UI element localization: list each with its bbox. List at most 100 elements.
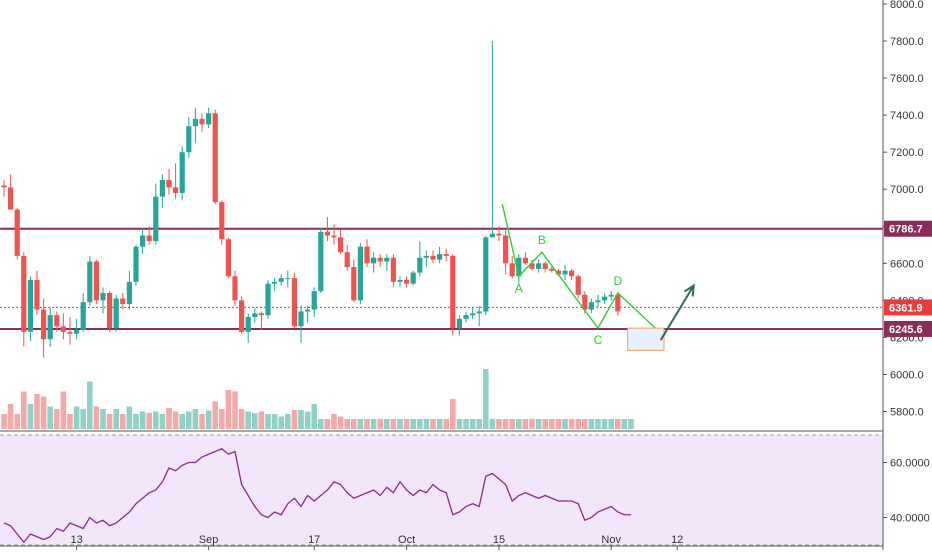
- volume-bar: [370, 419, 377, 429]
- pattern-label: D: [613, 274, 622, 288]
- rsi-line-layer: [3, 447, 631, 544]
- candle-body: [192, 118, 198, 127]
- rsi-panel: [0, 430, 883, 546]
- forecast-arrow: [659, 285, 695, 341]
- candle-body: [41, 309, 47, 340]
- volume-bar: [252, 413, 258, 429]
- volume-bar: [450, 399, 456, 429]
- volume-bar: [232, 391, 238, 429]
- candle-body: [258, 313, 264, 316]
- candle-body: [272, 281, 278, 284]
- volume-bar: [357, 419, 364, 429]
- volume-bar: [469, 419, 476, 429]
- volume-bar: [384, 419, 390, 429]
- volume-bar: [113, 409, 119, 429]
- volume-bar: [54, 409, 60, 429]
- candle-body: [423, 255, 429, 258]
- volume-bar: [542, 419, 548, 429]
- volume-bar: [582, 419, 588, 429]
- candle-body: [410, 272, 416, 284]
- candle-body: [126, 281, 132, 305]
- candle-body: [27, 279, 33, 332]
- volume-bar: [417, 419, 423, 429]
- volume-bar: [40, 396, 47, 429]
- candle-body: [324, 231, 330, 236]
- candle-body: [265, 283, 271, 316]
- candle-body: [489, 233, 495, 238]
- candlesticks: [1, 41, 621, 358]
- x-tick-label: Oct: [398, 534, 415, 546]
- volume-bar: [166, 408, 172, 429]
- volume-bar: [489, 419, 496, 429]
- candle-body: [166, 179, 172, 188]
- volume-bar: [21, 391, 27, 429]
- volume-bar: [423, 419, 430, 429]
- volume-bar: [212, 401, 218, 429]
- candle-body: [87, 261, 93, 303]
- candle-body: [219, 202, 225, 240]
- volume-bar: [80, 409, 86, 429]
- volume-bar: [575, 419, 581, 429]
- candle-body: [575, 276, 581, 295]
- volume-bar: [258, 411, 265, 429]
- volume-bar: [179, 414, 185, 429]
- volume-bar: [34, 394, 40, 429]
- volume-bar: [265, 414, 271, 429]
- volume-bar: [377, 419, 383, 429]
- candle-body: [364, 246, 370, 264]
- candle-body: [305, 309, 311, 312]
- volume-bar: [535, 419, 542, 429]
- y-tick-label: 6000.0: [890, 369, 924, 381]
- volume-bar: [601, 419, 608, 429]
- candle-body: [14, 209, 20, 256]
- candle-body: [285, 278, 291, 280]
- volume-bar: [205, 410, 212, 429]
- candle-body: [588, 302, 594, 310]
- volume-bar: [199, 414, 205, 429]
- candle-body: [529, 263, 535, 269]
- y-tick-label: 7600.0: [890, 73, 924, 85]
- volume-bar: [331, 414, 337, 429]
- volume-bar: [285, 414, 291, 429]
- volume-bar: [133, 414, 139, 429]
- volume-bar: [430, 419, 436, 429]
- pattern-label: B: [538, 233, 546, 247]
- volume-bar: [456, 419, 463, 429]
- candle-body: [107, 292, 113, 329]
- y-tick-label: 6600.0: [890, 258, 924, 270]
- volume-bar: [1, 414, 7, 429]
- candle-body: [120, 298, 126, 305]
- volume-bar: [324, 419, 331, 429]
- candle-body: [239, 300, 245, 332]
- volume-bar: [568, 419, 575, 429]
- volume-bar: [509, 419, 515, 429]
- candle-body: [252, 313, 258, 318]
- volume-bar: [628, 419, 634, 429]
- candle-body: [404, 279, 410, 284]
- volume-bar: [291, 410, 298, 429]
- candle-body: [536, 263, 542, 269]
- candle-body: [8, 187, 14, 210]
- candle-body: [562, 270, 568, 275]
- candle-body: [437, 254, 443, 260]
- candle-body: [1, 185, 7, 188]
- volume-bar: [496, 419, 502, 429]
- x-tick-label: 17: [308, 534, 320, 546]
- volume-bar: [562, 419, 568, 429]
- candle-body: [608, 294, 614, 297]
- candle-body: [146, 235, 152, 242]
- candle-body: [278, 278, 284, 282]
- volume-bar: [159, 414, 166, 429]
- candle-body: [93, 261, 99, 301]
- y-tick-label: 7000.0: [890, 184, 924, 196]
- candle-body: [357, 246, 363, 301]
- x-tick-label: 12: [671, 534, 683, 546]
- volume-bar: [14, 414, 20, 429]
- volume-bar: [245, 411, 251, 429]
- volume-bar: [100, 409, 106, 429]
- volume-bar: [120, 414, 126, 429]
- candle-body: [60, 326, 66, 332]
- volume-bar: [146, 413, 152, 429]
